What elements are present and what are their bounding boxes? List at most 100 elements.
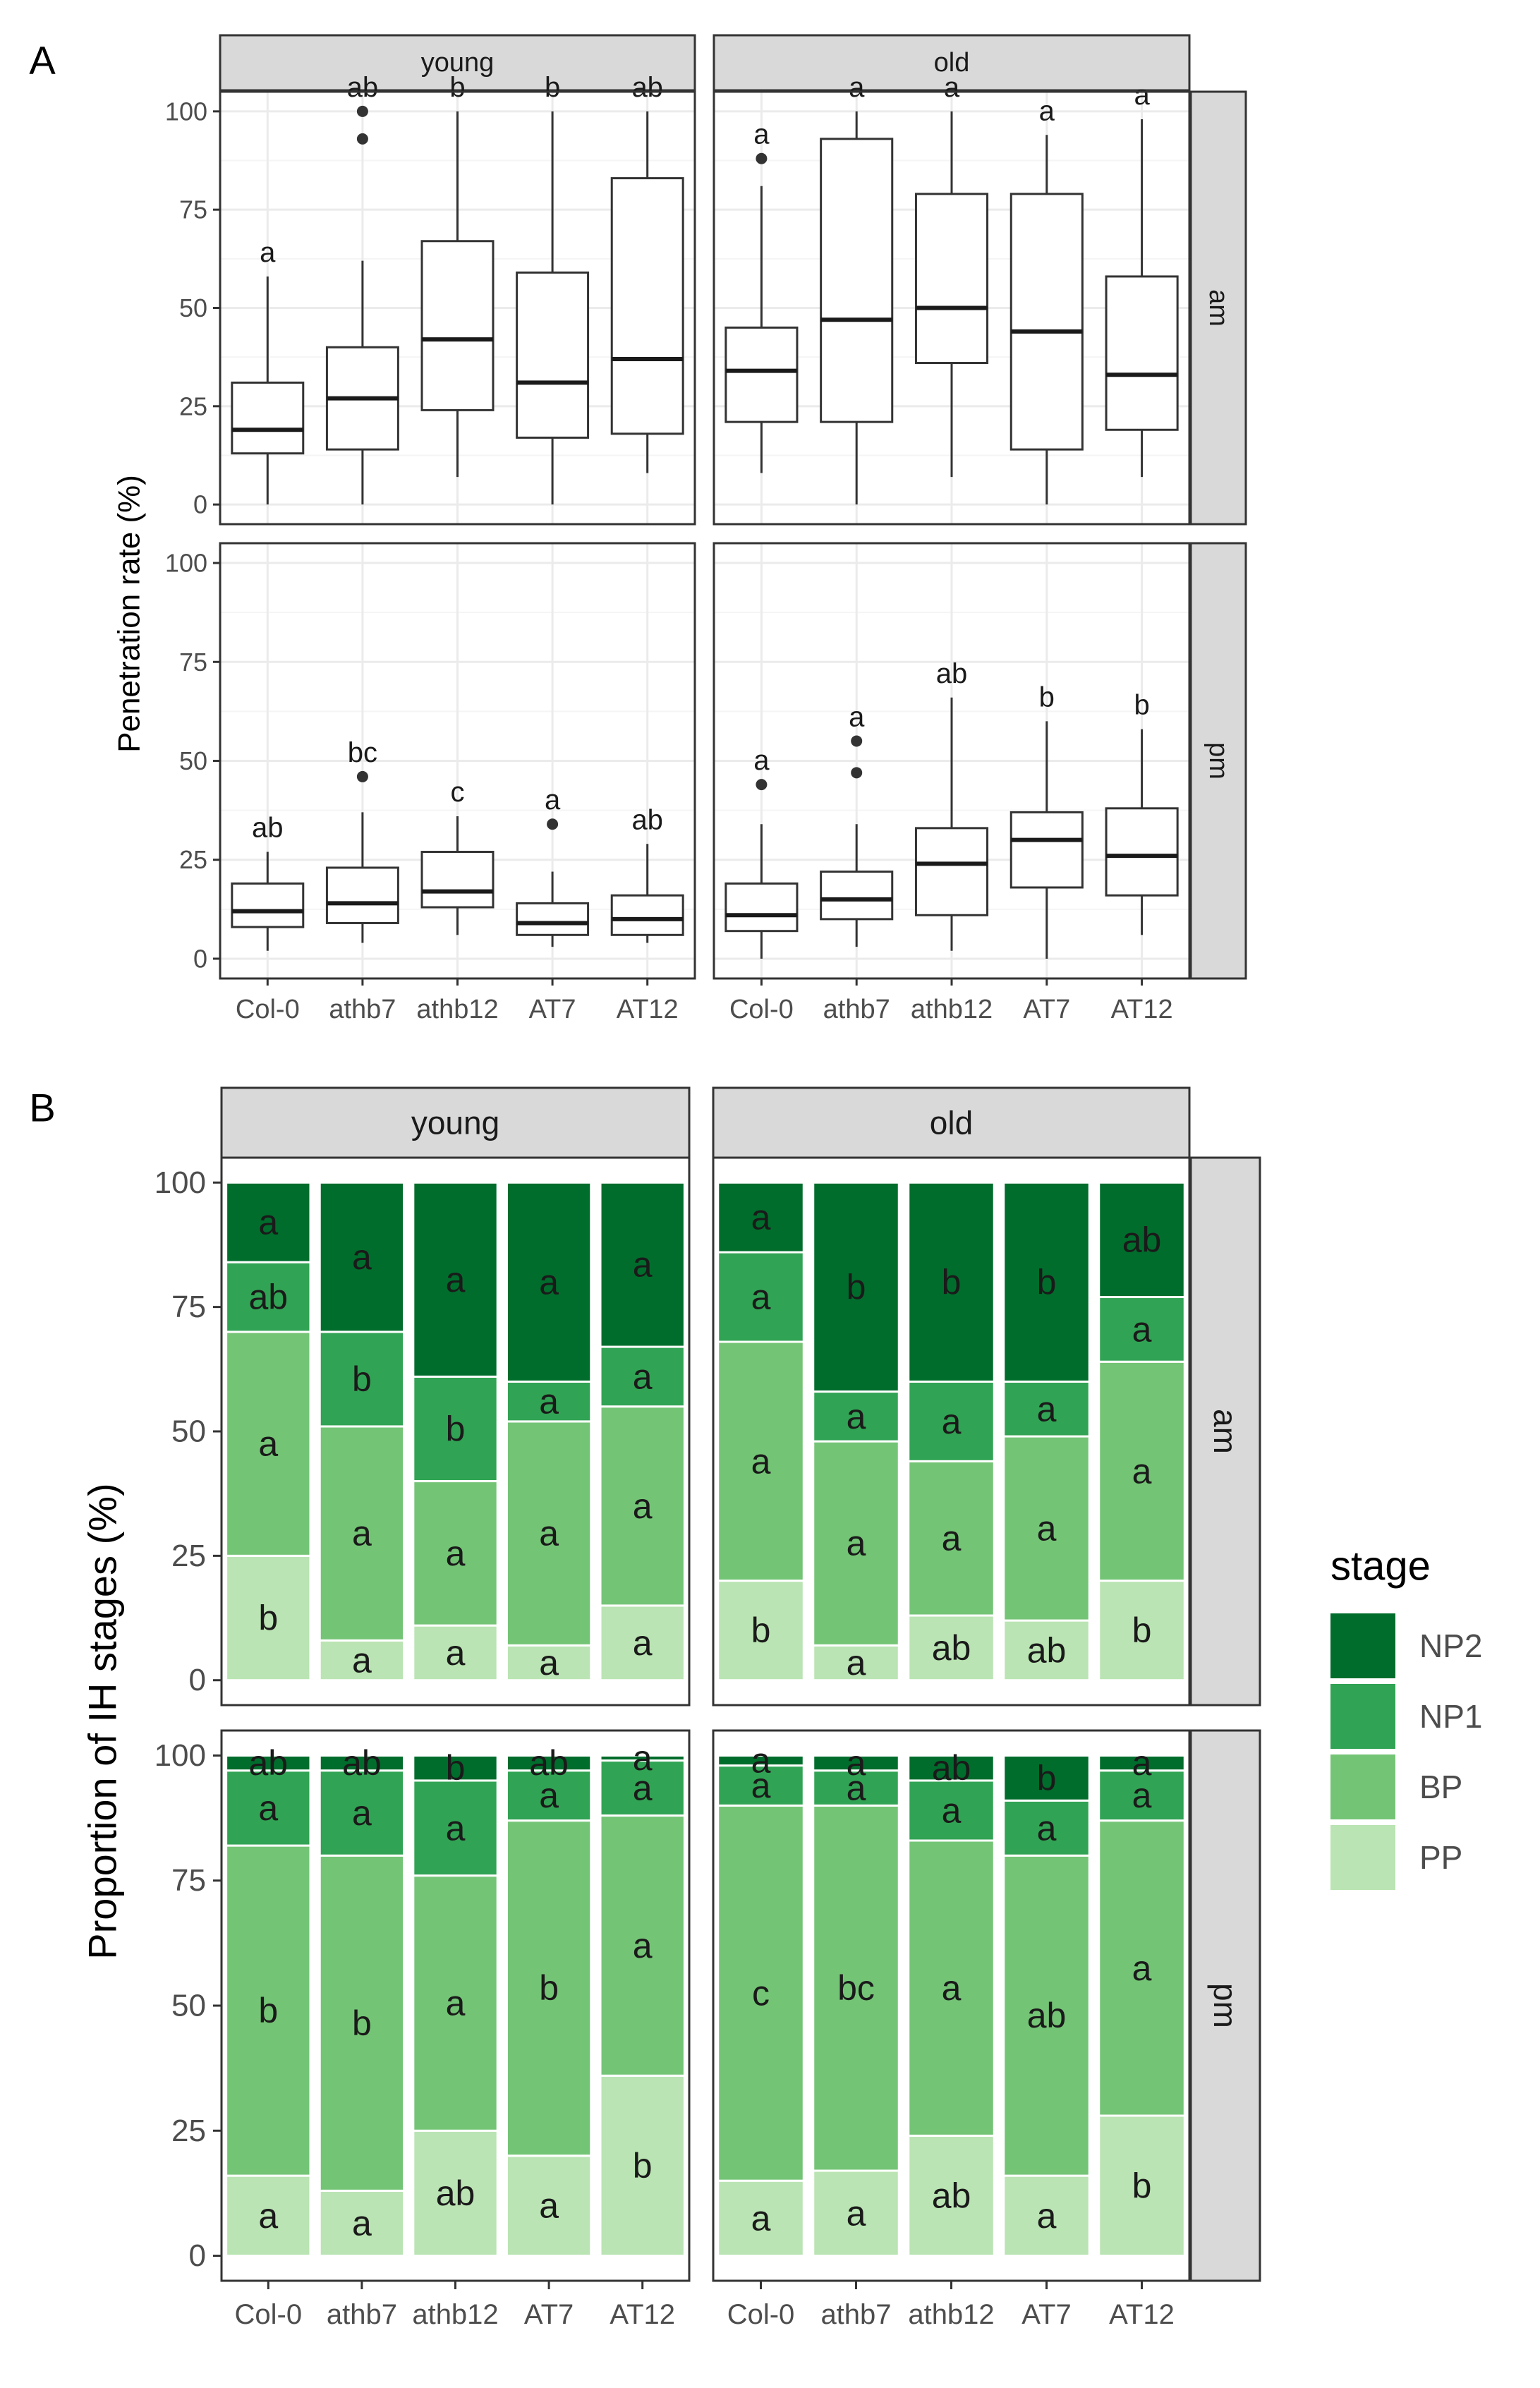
bar-significance-letter: ab — [529, 1743, 569, 1783]
stacked-bar-segment-np2 — [225, 1181, 312, 1263]
panel-a-y-axis-title: Penetration rate (%) — [112, 475, 147, 753]
bar-significance-letter: ab — [436, 2174, 475, 2213]
stacked-bar-segment-np2 — [1098, 1754, 1186, 1772]
stacked-bar-segment-pp — [1002, 1619, 1091, 1682]
stacked-bar-segment-np2 — [812, 1181, 900, 1393]
box-iqr — [325, 866, 399, 924]
legend-swatch-bp — [1330, 1754, 1395, 1819]
stacked-bar-segment-pp — [812, 1644, 900, 1682]
panel-a-row-strip-label: am — [1203, 289, 1233, 327]
box-significance-letter: a — [944, 72, 960, 103]
box-significance-letter: b — [1039, 681, 1055, 713]
legend-swatch-pp — [1330, 1825, 1395, 1890]
box-outlier-point — [851, 767, 863, 779]
stacked-bar-segment-np1 — [1098, 1296, 1186, 1363]
box-iqr — [231, 381, 305, 455]
stacked-bar-segment-np2 — [812, 1754, 900, 1772]
bar-significance-letter: a — [847, 1397, 866, 1436]
bar-significance-letter: ab — [248, 1743, 288, 1783]
stacked-bar-segment-pp — [1098, 2114, 1186, 2257]
panel-b-x-tick-label: AT12 — [1109, 2299, 1175, 2330]
box-iqr — [1010, 193, 1084, 451]
panel-a-y-tick-label: 25 — [179, 392, 207, 420]
bar-significance-letter: a — [446, 1983, 466, 2023]
panel-b-x-tick-label: Col-0 — [727, 2299, 795, 2330]
box-iqr — [1105, 275, 1179, 431]
stacked-bar-segment-bp — [599, 1405, 686, 1607]
stacked-bar-segment-np1 — [907, 1380, 995, 1462]
bar-significance-letter: a — [751, 1278, 771, 1317]
bar-significance-letter: a — [633, 1738, 653, 1778]
box-iqr — [420, 240, 495, 411]
stacked-bar-segment-bp — [812, 1804, 900, 2172]
stacked-bar-segment-pp — [505, 1644, 593, 1682]
stacked-bar-segment-np1 — [599, 1345, 686, 1408]
bar-significance-letter: a — [352, 1641, 372, 1680]
panel-b-column-strip-label: young — [411, 1105, 499, 1141]
box-significance-letter: a — [1134, 80, 1150, 111]
stacked-bar-segment-np2 — [505, 1754, 593, 1772]
stacked-bar-segment-bp — [318, 1425, 406, 1642]
panel-a-column-strip-label: old — [934, 48, 970, 78]
bar-significance-letter: a — [258, 2196, 278, 2236]
bar-significance-letter: b — [352, 1359, 372, 1399]
panel-b-x-tick-label: athb12 — [412, 2299, 498, 2330]
box-outlier-point — [756, 779, 768, 791]
stacked-bar-segment-bp — [225, 1844, 312, 2177]
panel-b-y-tick-label: 75 — [171, 1863, 206, 1898]
legend-swatch-np2 — [1330, 1613, 1395, 1678]
panel-b-x-tick-label: AT7 — [1021, 2299, 1071, 2330]
stacked-bar-segment-bp — [907, 1460, 995, 1617]
stacked-bar-segment-bp — [318, 1854, 406, 2192]
panel-a-x-tick-label: athb7 — [329, 995, 396, 1024]
bar-significance-letter: a — [633, 1769, 653, 1808]
box-iqr — [724, 882, 799, 933]
bar-significance-letter: a — [446, 1534, 466, 1573]
bar-significance-letter: a — [539, 2186, 559, 2226]
stacked-bar-segment-np2 — [1098, 1181, 1186, 1299]
box-outlier-point — [356, 770, 368, 782]
box-iqr — [610, 177, 684, 435]
bar-significance-letter: a — [633, 1486, 653, 1526]
stacked-bar-segment-pp — [907, 2134, 995, 2257]
panel-a-x-tick-label: athb12 — [416, 995, 498, 1024]
box-significance-letter: a — [1039, 95, 1055, 126]
stacked-bar-segment-np1 — [505, 1769, 593, 1822]
bar-significance-letter: a — [633, 1623, 653, 1663]
box-iqr — [516, 902, 590, 936]
bar-significance-letter: a — [751, 1741, 771, 1781]
stacked-bar-segment-np2 — [907, 1181, 995, 1383]
box-significance-letter: a — [753, 745, 770, 776]
stacked-bar-segment-pp — [717, 2179, 805, 2257]
panel-a-y-tick-label: 50 — [179, 746, 207, 775]
bar-significance-letter: a — [751, 1766, 771, 1805]
panel-a-y-tick-label: 100 — [165, 549, 207, 578]
panel-a-y-tick-label: 50 — [179, 293, 207, 322]
stacked-bar-segment-np2 — [1002, 1754, 1091, 1802]
bar-significance-letter: a — [751, 1198, 771, 1237]
stacked-bar-segment-bp — [412, 1874, 499, 2132]
bar-significance-letter: a — [751, 2198, 771, 2238]
bar-significance-letter: a — [942, 1519, 962, 1558]
bar-significance-letter: a — [942, 1402, 962, 1441]
box-outlier-point — [756, 152, 768, 164]
stacked-bar-segment-np2 — [717, 1754, 805, 1767]
bar-significance-letter: ab — [932, 1628, 971, 1668]
bar-significance-letter: a — [751, 1441, 771, 1481]
box-significance-letter: b — [1134, 690, 1149, 721]
box-iqr — [1010, 811, 1084, 889]
panel-b-y-tick-label: 0 — [189, 1663, 206, 1697]
box-significance-letter: a — [849, 701, 865, 732]
panel-b-y-tick-label: 50 — [171, 1989, 206, 2023]
bar-significance-letter: a — [1037, 1389, 1057, 1429]
bar-significance-letter: ab — [1122, 1220, 1162, 1259]
stacked-bar-segment-np1 — [717, 1764, 805, 1807]
panel-a-y-tick-label: 75 — [179, 648, 207, 677]
bar-significance-letter: a — [1037, 1509, 1057, 1548]
box-iqr — [914, 827, 989, 916]
box-iqr — [724, 326, 799, 423]
bar-significance-letter: a — [258, 1788, 278, 1828]
stacked-bar-segment-np1 — [412, 1375, 499, 1483]
panel-label-A: A — [29, 38, 56, 83]
bar-significance-letter: a — [1037, 1808, 1057, 1848]
